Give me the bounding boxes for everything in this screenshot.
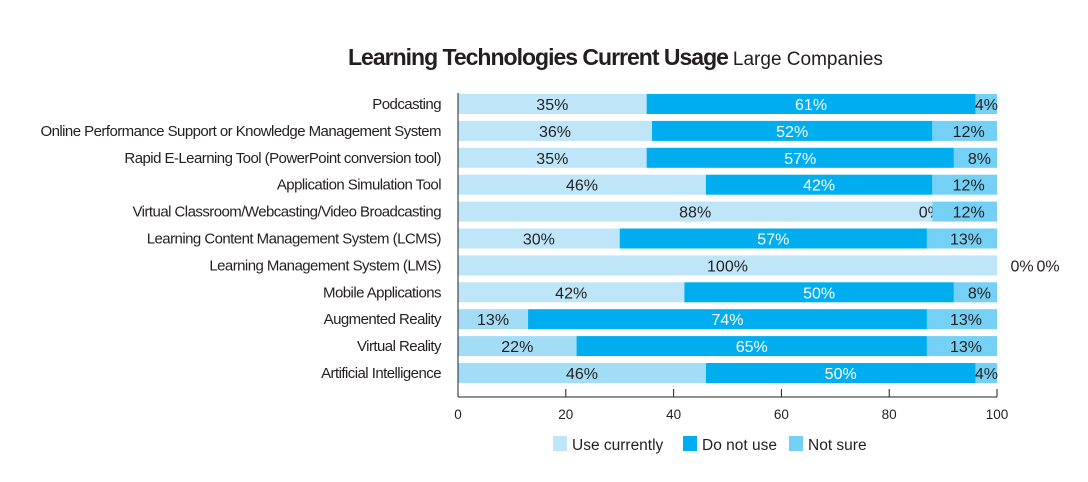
data-label: 50% bbox=[803, 285, 835, 302]
bar-segment-not-sure bbox=[926, 309, 997, 330]
bar-segment-not-sure bbox=[932, 201, 997, 222]
bar-segment-use-currently bbox=[458, 309, 529, 330]
data-label: 35% bbox=[536, 97, 568, 114]
legend-swatch bbox=[683, 436, 697, 451]
bar-segment-do-not-use bbox=[705, 174, 933, 195]
data-label: 13% bbox=[950, 339, 982, 356]
bar-segment-not-sure bbox=[932, 120, 997, 141]
category-label: Virtual Reality bbox=[357, 338, 442, 355]
bar-segment-do-not-use bbox=[646, 94, 976, 114]
category-label: Virtual Classroom/Webcasting/Video Broad… bbox=[133, 204, 442, 221]
bar-segment-do-not-use bbox=[705, 363, 976, 383]
bar-segment-use-currently bbox=[458, 228, 620, 249]
bar-segment-use-currently bbox=[458, 282, 685, 303]
data-label: 46% bbox=[566, 366, 598, 383]
data-label: 0% bbox=[1010, 258, 1033, 275]
data-label: 42% bbox=[555, 285, 587, 302]
category-label: Rapid E-Learning Tool (PowerPoint conver… bbox=[124, 150, 441, 167]
bar-segment-not-sure bbox=[926, 336, 997, 357]
bar-segment-use-currently bbox=[458, 94, 647, 114]
legend-label: Do not use bbox=[702, 437, 777, 454]
data-label: 12% bbox=[953, 205, 985, 222]
category-label: Learning Management System (LMS) bbox=[209, 257, 441, 274]
data-label: 61% bbox=[795, 97, 827, 114]
chart-subtitle: Large Companies bbox=[733, 49, 883, 70]
bar-segment-do-not-use bbox=[528, 309, 927, 330]
data-label: 4% bbox=[975, 366, 998, 383]
data-label: 13% bbox=[950, 232, 982, 249]
bar-segment-not-sure bbox=[953, 147, 997, 168]
legend-swatch bbox=[789, 436, 803, 451]
legend-swatch bbox=[553, 436, 567, 451]
data-label: 22% bbox=[501, 339, 533, 356]
bar-segment-do-not-use bbox=[619, 228, 927, 249]
data-label: 57% bbox=[757, 232, 789, 249]
data-label: 36% bbox=[539, 124, 571, 141]
bar-segment-not-sure bbox=[975, 363, 997, 383]
data-label: 57% bbox=[784, 151, 816, 168]
data-label: 0% bbox=[1036, 258, 1059, 275]
x-tick-label: 80 bbox=[882, 407, 897, 422]
bar-segment-do-not-use bbox=[652, 120, 933, 141]
bar-segment-use-currently bbox=[458, 174, 706, 195]
data-label: 4% bbox=[975, 97, 998, 114]
bar-segment-do-not-use bbox=[646, 147, 954, 168]
data-label: 30% bbox=[523, 232, 555, 249]
category-label: Podcasting bbox=[372, 96, 441, 113]
data-label: 50% bbox=[825, 366, 857, 383]
data-label: 74% bbox=[711, 312, 743, 329]
x-tick-label: 40 bbox=[666, 407, 681, 422]
x-tick-label: 0 bbox=[454, 407, 462, 422]
bar-segment-do-not-use bbox=[684, 282, 954, 303]
bar-segment-use-currently bbox=[458, 363, 706, 383]
data-label: 13% bbox=[477, 312, 509, 329]
bar-segment-use-currently bbox=[458, 336, 577, 357]
bar-segment-not-sure bbox=[926, 228, 997, 249]
category-label: Mobile Applications bbox=[323, 284, 441, 301]
data-label: 8% bbox=[968, 151, 991, 168]
chart-title: Learning Technologies Current Usage bbox=[348, 44, 728, 70]
bar-segment-do-not-use bbox=[576, 336, 927, 357]
data-label: 12% bbox=[953, 124, 985, 141]
category-label: Artificial Intelligence bbox=[321, 365, 441, 382]
bar-segment-not-sure bbox=[975, 94, 997, 114]
category-label: Augmented Reality bbox=[324, 311, 442, 328]
data-label: 46% bbox=[566, 178, 598, 195]
data-label: 8% bbox=[968, 285, 991, 302]
bar-segment-use-currently bbox=[458, 255, 997, 276]
data-label: 88% bbox=[679, 205, 711, 222]
bar-segment-not-sure bbox=[932, 174, 997, 195]
category-label: Learning Content Management System (LCMS… bbox=[147, 231, 442, 248]
category-label: Application Simulation Tool bbox=[277, 177, 441, 194]
bar-segment-use-currently bbox=[458, 201, 933, 222]
x-tick-label: 20 bbox=[558, 407, 573, 422]
data-label: 12% bbox=[953, 178, 985, 195]
data-label: 100% bbox=[707, 258, 748, 275]
category-label: Online Performance Support or Knowledge … bbox=[40, 123, 441, 140]
data-label: 42% bbox=[803, 178, 835, 195]
data-label: 13% bbox=[950, 312, 982, 329]
x-tick-label: 100 bbox=[986, 407, 1009, 422]
x-tick-label: 60 bbox=[774, 407, 789, 422]
legend-label: Use currently bbox=[572, 437, 664, 454]
legend-label: Not sure bbox=[808, 437, 867, 454]
bar-segment-use-currently bbox=[458, 147, 647, 168]
bar-segment-use-currently bbox=[458, 120, 653, 141]
data-label: 35% bbox=[536, 151, 568, 168]
data-label: 52% bbox=[776, 124, 808, 141]
bar-segment-not-sure bbox=[953, 282, 997, 303]
data-label: 65% bbox=[736, 339, 768, 356]
